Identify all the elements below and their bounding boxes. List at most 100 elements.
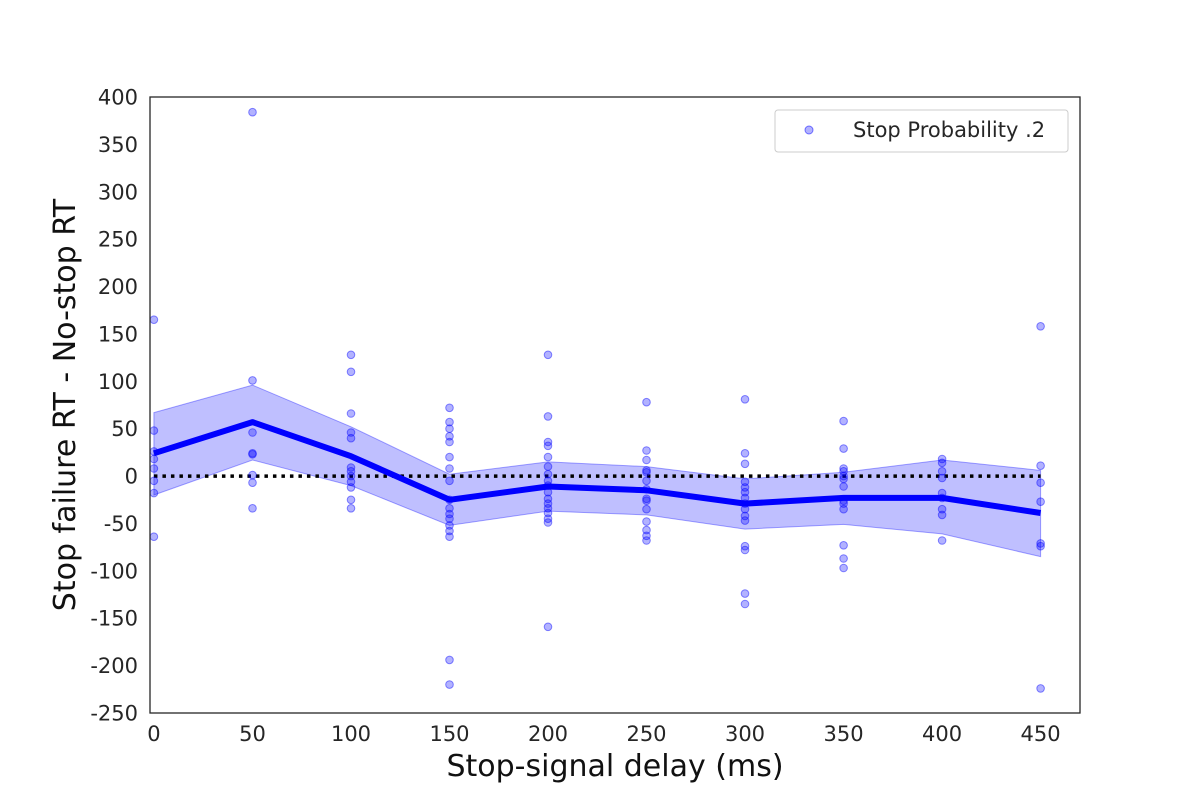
y-tick-label: 150: [98, 322, 138, 346]
data-point: [248, 478, 257, 488]
x-tick-label: 450: [1021, 722, 1061, 746]
y-tick-label: -50: [104, 512, 138, 536]
data-point: [740, 487, 750, 497]
data-point: [642, 476, 651, 486]
data-point: [149, 426, 159, 435]
data-point: [543, 350, 553, 360]
data-point: [839, 471, 848, 481]
y-tick-label: 0: [125, 465, 138, 489]
data-point: [346, 367, 356, 377]
data-point: [445, 509, 454, 519]
data-point: [740, 511, 750, 521]
data-point: [445, 476, 454, 486]
data-point: [642, 397, 651, 407]
legend-box: [774, 109, 1069, 153]
data-point: [445, 521, 454, 530]
data-point: [346, 433, 356, 443]
data-point: [346, 350, 356, 360]
data-point: [937, 458, 947, 468]
data-point: [937, 454, 947, 464]
data-point: [937, 504, 947, 514]
x-tick-label: 50: [239, 722, 266, 746]
data-point: [543, 494, 553, 504]
data-point: [642, 494, 651, 504]
y-tick-label: -250: [90, 702, 138, 726]
data-point: [248, 449, 257, 458]
data-point: [740, 395, 750, 404]
data-point: [642, 466, 651, 475]
data-point: [543, 508, 553, 518]
data-point: [543, 437, 553, 447]
data-point: [740, 589, 750, 598]
y-tick-labels: 400 350 300 250 200 150 100 50 0 -50 -100 -150 -200 -…: [90, 86, 138, 726]
x-tick-label: 100: [331, 722, 371, 746]
data-point: [1036, 461, 1045, 471]
data-point: [839, 416, 848, 426]
data-point: [543, 622, 553, 632]
data-point: [937, 467, 947, 476]
data-point: [740, 459, 750, 469]
data-point: [445, 403, 454, 413]
data-point: [346, 504, 356, 513]
data-point: [1036, 497, 1045, 507]
data-point: [642, 496, 651, 506]
data-point: [1036, 684, 1045, 693]
x-tick-label: 300: [725, 722, 765, 746]
data-point: [839, 563, 848, 573]
data-point: [642, 446, 651, 455]
x-tick-label: 200: [528, 722, 568, 746]
data-point: [346, 463, 356, 472]
data-point: [346, 428, 356, 437]
y-tick-label: 100: [98, 370, 138, 394]
x-tick-label: 400: [922, 722, 962, 746]
y-tick-label: 250: [98, 228, 138, 252]
scatter-layer: [149, 107, 1045, 693]
confidence-band-layer: [153, 384, 1042, 558]
data-point: [248, 504, 257, 513]
data-point: [445, 432, 454, 441]
data-point: [740, 483, 750, 492]
data-point: [642, 536, 651, 545]
data-point: [445, 464, 454, 473]
data-point: [346, 467, 356, 476]
data-point: [642, 504, 651, 514]
data-point: [543, 469, 553, 479]
legend: Stop Probability .2: [774, 109, 1069, 153]
data-point: [445, 514, 454, 524]
data-point: [445, 437, 454, 447]
data-point: [149, 464, 159, 473]
y-tick-label: -150: [90, 607, 138, 631]
data-point: [937, 510, 947, 520]
plot-area: [150, 97, 1080, 713]
data-point: [1036, 478, 1045, 488]
legend-marker: [804, 125, 814, 135]
plot-frame: [149, 96, 1081, 714]
data-point: [445, 504, 454, 513]
confidence-band: [153, 384, 1042, 558]
data-point: [149, 488, 159, 498]
data-point: [248, 428, 257, 437]
data-point: [445, 526, 454, 536]
data-point: [445, 655, 454, 665]
data-point: [149, 315, 159, 325]
data-point: [543, 441, 553, 451]
mean-line-layer: [152, 419, 1042, 516]
data-point: [839, 474, 848, 484]
x-axis-title: Stop-signal delay (ms): [446, 749, 783, 784]
data-point: [642, 517, 651, 526]
data-point: [740, 541, 750, 551]
data-point: [445, 680, 454, 689]
mean-line: [152, 419, 1042, 516]
data-point: [839, 504, 848, 514]
data-point: [445, 424, 454, 434]
data-point: [445, 417, 454, 427]
data-point: [1036, 322, 1045, 331]
data-point: [346, 483, 356, 492]
x-tick-label: 250: [626, 722, 666, 746]
data-point: [839, 541, 848, 550]
data-point: [642, 455, 651, 465]
legend-label: Stop Probability .2: [853, 118, 1045, 142]
data-point: [1036, 539, 1045, 548]
y-tick-label: 200: [98, 275, 138, 299]
